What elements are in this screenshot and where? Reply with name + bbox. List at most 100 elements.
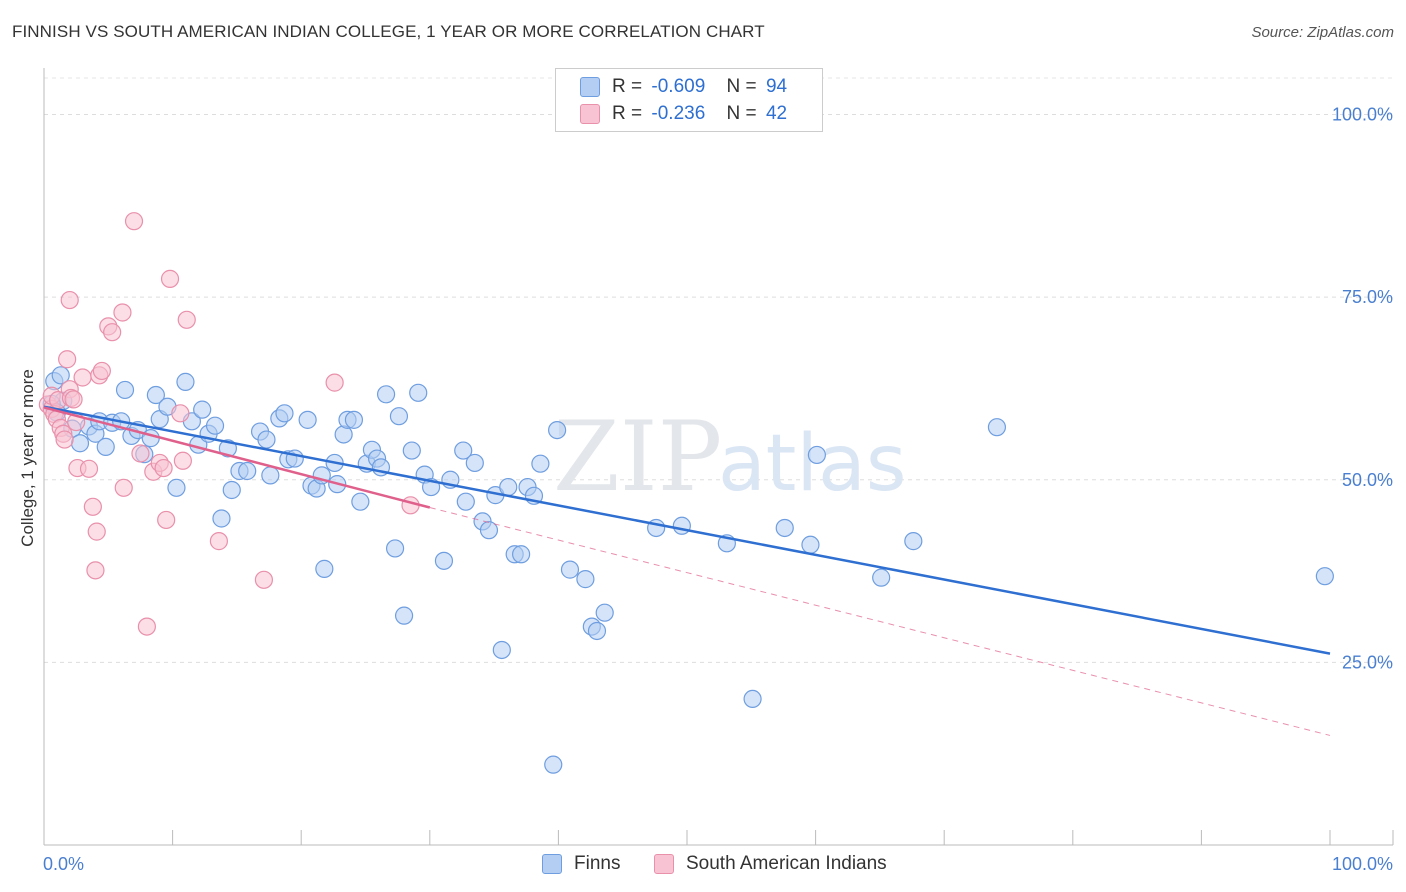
point-finns-27	[205, 416, 225, 435]
legend-swatch-finns	[580, 77, 600, 97]
point-south-american-indians-26	[114, 478, 133, 497]
point-finns-93	[904, 532, 923, 551]
point-south-american-indians-36	[173, 451, 192, 470]
point-south-american-indians-24	[103, 323, 122, 342]
point-south-american-indians-40	[325, 373, 344, 392]
point-finns-1	[51, 366, 70, 385]
point-finns-69	[479, 521, 499, 540]
point-finns-95	[1315, 567, 1334, 586]
trend-line-finns	[43, 405, 1331, 655]
point-south-american-indians-18	[83, 497, 102, 516]
point-finns-37	[275, 404, 294, 423]
point-finns-77	[531, 454, 550, 473]
point-south-american-indians-27	[124, 212, 144, 231]
point-finns-79	[548, 420, 567, 440]
trend-lines	[43, 405, 1331, 736]
point-finns-91	[807, 445, 826, 465]
point-south-american-indians-17	[79, 459, 99, 478]
point-finns-78	[544, 755, 563, 774]
point-south-american-indians-38	[209, 532, 228, 551]
y-tick-label-50: 50.0%	[1342, 470, 1393, 490]
legend-n-label: N =	[726, 76, 757, 97]
point-south-american-indians-15	[60, 290, 79, 310]
point-finns-49	[344, 410, 364, 429]
point-south-american-indians-37	[177, 310, 196, 329]
grid	[44, 77, 1393, 663]
point-finns-50	[351, 492, 370, 511]
legend-r-value-south-american-indians: -0.236	[651, 103, 706, 124]
point-finns-58	[394, 606, 414, 625]
series-label-south-american-indians: South American Indians	[686, 853, 887, 874]
point-south-american-indians-20	[87, 522, 106, 541]
point-finns-25	[193, 400, 212, 419]
legend-n-value-south-american-indians: 42	[765, 103, 788, 124]
point-finns-57	[389, 407, 409, 426]
point-finns-13	[115, 380, 135, 400]
series-label-finns: Finns	[574, 853, 621, 874]
trend-extension-south-american-indians	[429, 507, 1331, 736]
point-finns-66	[456, 492, 475, 511]
point-finns-81	[576, 570, 595, 589]
axes	[43, 68, 1394, 846]
legend-r-value-finns: -0.609	[651, 76, 706, 97]
point-south-american-indians-8	[55, 430, 74, 449]
y-tick-labels: 25.0% 50.0% 75.0% 100.0%	[1332, 105, 1393, 673]
legend-r-label: R =	[612, 103, 643, 124]
legend-n-label: N =	[726, 103, 757, 124]
point-finns-63	[434, 551, 454, 570]
point-finns-55	[376, 385, 396, 404]
point-finns-44	[315, 559, 334, 578]
point-south-american-indians-32	[154, 458, 173, 478]
point-finns-90	[801, 535, 820, 554]
x-tick-label-left: 0.0%	[43, 854, 84, 874]
point-south-american-indians-33	[157, 510, 176, 530]
point-finns-22	[176, 372, 195, 391]
watermark-zip: ZIP	[553, 401, 722, 513]
point-south-american-indians-19	[86, 561, 105, 580]
point-south-american-indians-22	[92, 361, 111, 381]
y-tick-label-100: 100.0%	[1332, 105, 1393, 125]
chart-title: FINNISH VS SOUTH AMERICAN INDIAN COLLEGE…	[12, 22, 765, 41]
legend-n-value-finns: 94	[765, 76, 788, 97]
point-south-american-indians-39	[254, 570, 274, 589]
point-finns-80	[560, 560, 580, 579]
legend-swatch-south-american-indians	[580, 104, 600, 124]
point-finns-83	[587, 621, 607, 641]
watermark: ZIP atlas	[553, 401, 907, 513]
point-finns-32	[238, 461, 257, 481]
source-label: Source: ZipAtlas.com	[1251, 24, 1394, 41]
point-south-american-indians-28	[131, 444, 150, 463]
series-legend: Finns South American Indians	[0, 852, 1406, 878]
data-points	[38, 212, 1334, 774]
point-finns-74	[512, 545, 531, 564]
point-finns-34	[257, 430, 276, 449]
point-finns-17	[141, 429, 160, 448]
point-finns-89	[775, 518, 794, 538]
point-finns-6	[70, 434, 90, 453]
point-finns-88	[743, 689, 762, 709]
point-finns-30	[222, 480, 241, 500]
point-finns-35	[261, 466, 280, 485]
point-south-american-indians-34	[160, 269, 180, 288]
point-finns-67	[465, 453, 484, 473]
y-tick-label-75: 75.0%	[1342, 287, 1393, 307]
point-finns-59	[402, 441, 421, 460]
point-finns-84	[595, 603, 614, 622]
point-finns-71	[492, 640, 511, 660]
watermark-atlas: atlas	[718, 419, 907, 509]
x-tick-label-right: 100.0%	[1332, 854, 1393, 874]
point-finns-92	[872, 568, 891, 587]
point-finns-10	[96, 437, 115, 456]
point-south-american-indians-25	[113, 303, 132, 322]
series-swatch-finns	[542, 854, 562, 874]
point-finns-60	[409, 383, 428, 402]
point-south-american-indians-12	[64, 390, 83, 409]
point-south-american-indians-29	[137, 617, 156, 636]
point-south-american-indians-16	[73, 368, 92, 387]
point-finns-21	[167, 478, 186, 497]
correlation-legend: R = -0.609 N = 94 R = -0.236 N = 42	[555, 68, 823, 132]
point-finns-18	[146, 385, 165, 405]
point-finns-40	[298, 410, 317, 429]
legend-r-label: R =	[612, 76, 643, 97]
point-finns-28	[212, 509, 231, 528]
